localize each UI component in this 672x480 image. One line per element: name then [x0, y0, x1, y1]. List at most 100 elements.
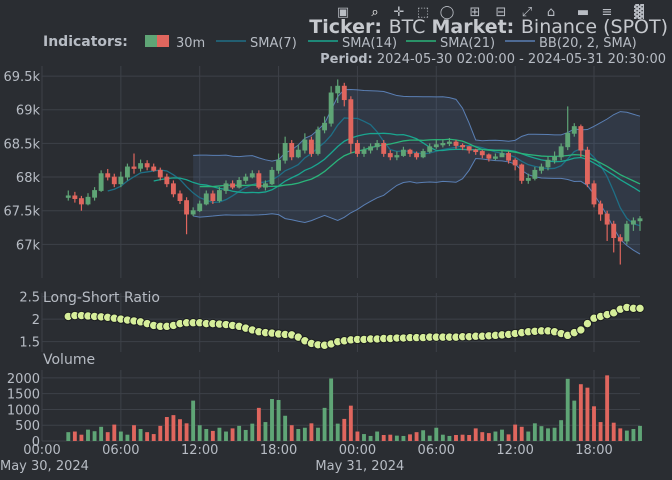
- candle: [223, 180, 229, 194]
- candle: [203, 190, 209, 206]
- volume-bar: [197, 425, 202, 441]
- autoscale-icon[interactable]: ⤢: [521, 5, 533, 20]
- y-tick-label: 0: [32, 435, 40, 450]
- candle: [446, 138, 452, 147]
- volume-bar: [270, 399, 274, 441]
- volume-bar: [605, 375, 610, 441]
- legend-item-sma7: SMA(7): [250, 36, 297, 51]
- zoom-icon[interactable]: ⌕: [371, 5, 379, 20]
- candle: [414, 151, 420, 160]
- zoom-out-icon[interactable]: ⊟: [495, 5, 507, 20]
- candle: [565, 106, 571, 151]
- y-tick-label: 67.5k: [4, 205, 41, 220]
- volume-bar: [322, 407, 327, 441]
- volume-bar: [381, 435, 386, 441]
- box-select-icon[interactable]: ⬚: [416, 5, 430, 20]
- candle-body: [124, 166, 130, 178]
- candle-body: [538, 166, 544, 171]
- volume-bar: [138, 429, 143, 441]
- candle: [184, 197, 190, 235]
- candle-body: [92, 190, 98, 198]
- volume-bar: [191, 400, 196, 441]
- y-tick-label: 68.5k: [4, 137, 41, 152]
- candle: [335, 79, 341, 104]
- candle-body: [414, 153, 420, 158]
- candle-body: [131, 166, 137, 169]
- candle: [611, 220, 617, 253]
- chart-title-period: Period: 2024-05-30 02:00:00 - 2024-05-31…: [320, 52, 666, 67]
- candle: [230, 180, 236, 190]
- volume-bar: [335, 423, 340, 441]
- candle: [545, 156, 551, 171]
- candle: [249, 170, 255, 179]
- candle: [394, 151, 400, 161]
- candle: [532, 166, 538, 181]
- legend-item-bb: BB(20, 2, SMA): [539, 36, 637, 51]
- volume-bar: [421, 430, 426, 441]
- candle-body: [591, 183, 597, 205]
- candle: [197, 200, 203, 213]
- candle-body: [230, 183, 236, 188]
- candle-body: [164, 176, 170, 185]
- candle: [295, 144, 301, 159]
- volume-bar: [447, 435, 452, 441]
- y-tick-label: 1500: [7, 388, 40, 403]
- x-tick-label: 18:00: [260, 443, 297, 458]
- candle-body: [78, 198, 84, 205]
- volume-bar: [237, 425, 242, 441]
- y-tick-label: 1.5: [19, 336, 40, 351]
- pan-icon[interactable]: ✛: [393, 5, 405, 20]
- candle-body: [381, 142, 387, 154]
- x-tick-label: 18:00: [575, 443, 612, 458]
- candle-body: [105, 173, 111, 178]
- home-icon[interactable]: ⌂: [546, 5, 556, 20]
- volume-bar: [79, 434, 84, 441]
- candle-body: [519, 164, 525, 181]
- volume-bar: [184, 423, 189, 441]
- candle: [111, 173, 117, 188]
- candle: [269, 166, 275, 186]
- candle: [433, 140, 439, 149]
- candle: [460, 143, 466, 151]
- volume-bar: [500, 429, 504, 441]
- candle-body: [598, 203, 604, 215]
- candle: [65, 190, 71, 201]
- candle: [440, 139, 446, 148]
- candle: [138, 159, 144, 172]
- candle: [538, 163, 544, 174]
- volume-bar: [401, 435, 406, 441]
- compare-hover-icon[interactable]: ≡: [601, 5, 613, 20]
- candle-body: [506, 153, 512, 161]
- volume-bar: [414, 432, 419, 441]
- spike-lines-icon[interactable]: ▬: [576, 5, 590, 20]
- volume-bar: [638, 425, 642, 441]
- candle-body: [308, 139, 314, 154]
- zoom-in-icon[interactable]: ⊞: [469, 5, 481, 20]
- x-tick-label: 06:00: [102, 443, 139, 458]
- legend-candle-down-icon: [157, 35, 169, 47]
- candle: [368, 143, 374, 154]
- volume-bar: [171, 415, 176, 441]
- x-tick-label: 12:00: [181, 443, 218, 458]
- plotly-logo-icon[interactable]: ▓: [634, 5, 644, 20]
- candle-body: [446, 141, 452, 144]
- candle-body: [578, 126, 584, 151]
- candle: [506, 151, 512, 164]
- candle-body: [249, 173, 255, 178]
- candle-body: [190, 210, 196, 215]
- volume-bar: [316, 427, 320, 441]
- lasso-icon[interactable]: ◯: [439, 5, 455, 20]
- candle-body: [499, 153, 505, 158]
- volume-bar: [513, 424, 518, 441]
- volume-bar: [92, 431, 97, 441]
- candle: [308, 136, 314, 157]
- volume-bar: [618, 428, 623, 441]
- volume-bar: [256, 407, 261, 441]
- volume-bar: [506, 434, 511, 441]
- camera-icon[interactable]: ▣: [336, 5, 350, 20]
- candle-body: [433, 144, 439, 148]
- candle: [420, 148, 426, 159]
- legend-item-sma14: SMA(14): [342, 36, 397, 51]
- candle: [282, 136, 288, 164]
